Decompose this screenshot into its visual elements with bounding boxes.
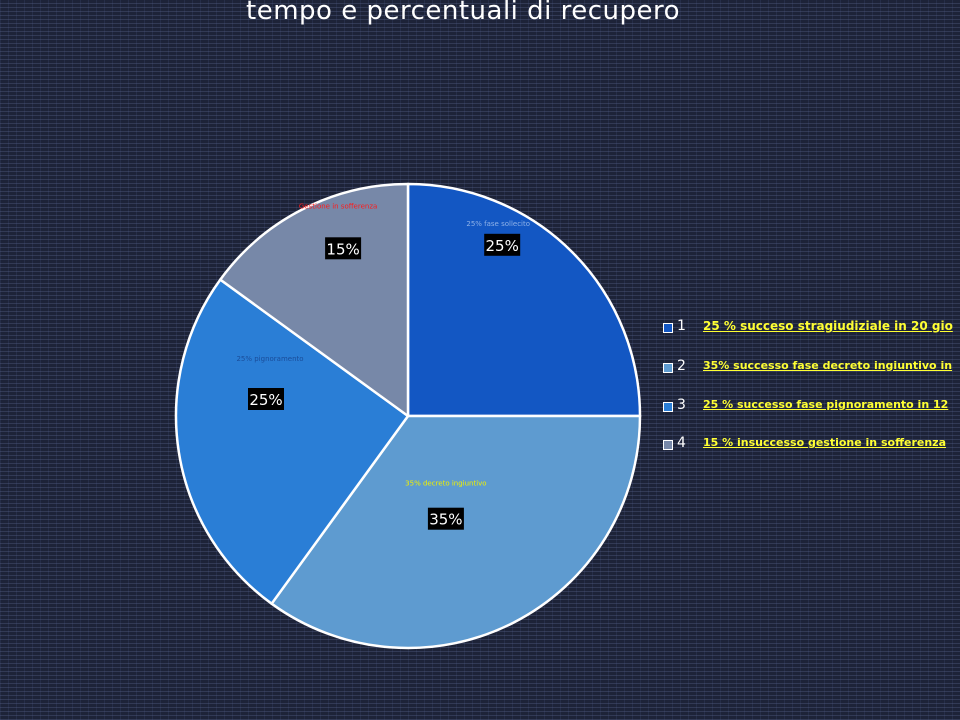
pct-box-3 — [248, 388, 284, 410]
pct-box-2 — [427, 507, 464, 530]
legend-text-1: 25 % succeso stragiudiziale in 20 gio — [703, 319, 953, 333]
pct-label-2: 35% — [429, 511, 462, 529]
pct-box-1 — [484, 233, 521, 256]
legend-marker-4 — [663, 440, 673, 450]
slice-label-4: Gestione in sofferenza — [299, 202, 377, 210]
legend-number-2: 2 — [677, 358, 686, 374]
legend-text-3: 25 % successo fase pignoramento in 12 — [703, 398, 949, 411]
legend-text-2: 35% successo fase decreto ingiuntivo in — [703, 359, 953, 372]
legend-marker-2 — [663, 363, 673, 373]
legend-marker-3 — [663, 402, 673, 412]
pie-slice-2 — [270, 414, 642, 650]
pct-box-4 — [325, 237, 362, 260]
legend-marker-1 — [663, 323, 673, 333]
slice-label-1: 25% fase sollecito — [466, 220, 530, 228]
pie-slice-3 — [174, 278, 410, 605]
pct-label-1: 25% — [486, 237, 519, 255]
slice-label-2: 35% decreto ingiuntivo — [405, 480, 486, 488]
legend-number-1: 1 — [677, 318, 686, 334]
legend-number-4: 4 — [677, 435, 686, 451]
pct-label-4: 15% — [326, 240, 359, 258]
legend-number-3: 3 — [677, 397, 686, 413]
legend-text-4: 15 % insuccesso gestione in sofferenza — [703, 436, 946, 449]
slice-label-3: 25% pignoramento — [236, 355, 303, 363]
chart-title: tempo e percentuali di recupero — [246, 0, 681, 26]
pie-slice-1 — [406, 182, 642, 418]
pct-label-3: 25% — [249, 391, 282, 409]
